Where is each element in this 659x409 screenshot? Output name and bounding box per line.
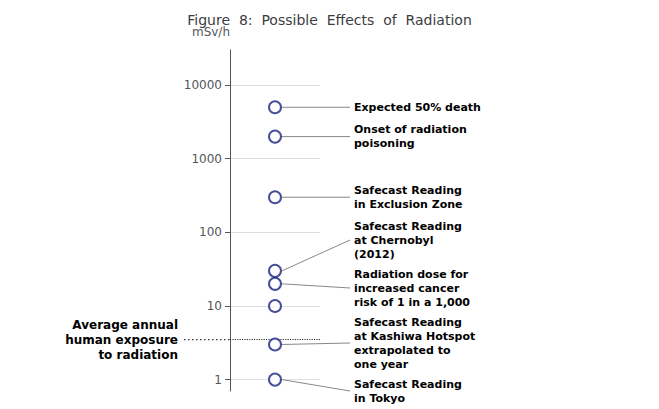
svg-text:mSv/h: mSv/h xyxy=(191,25,230,39)
svg-text:10000: 10000 xyxy=(184,78,222,92)
svg-text:risk of 1 in a 1,000: risk of 1 in a 1,000 xyxy=(354,296,470,309)
svg-text:at Kashiwa Hotspot: at Kashiwa Hotspot xyxy=(354,330,475,343)
svg-text:human exposure: human exposure xyxy=(65,333,178,347)
svg-text:Radiation dose for: Radiation dose for xyxy=(354,268,469,281)
svg-text:Safecast Reading: Safecast Reading xyxy=(354,316,462,329)
svg-text:1000: 1000 xyxy=(191,152,222,166)
svg-text:at Chernobyl: at Chernobyl xyxy=(354,234,434,247)
svg-text:extrapolated to: extrapolated to xyxy=(354,344,451,357)
svg-text:Safecast Reading: Safecast Reading xyxy=(354,184,462,197)
svg-text:Safecast Reading: Safecast Reading xyxy=(354,378,462,391)
svg-text:increased cancer: increased cancer xyxy=(354,282,460,295)
svg-text:100: 100 xyxy=(199,225,222,239)
svg-text:1: 1 xyxy=(214,373,222,387)
svg-text:Safecast Reading: Safecast Reading xyxy=(354,220,462,233)
svg-text:10: 10 xyxy=(207,299,222,313)
svg-text:Figure 8: Possible Effects: Figure 8: Possible Effects of Radiation xyxy=(187,12,472,28)
svg-text:Expected 50% death: Expected 50% death xyxy=(354,101,481,114)
svg-text:one year: one year xyxy=(354,358,409,371)
svg-text:Average annual: Average annual xyxy=(72,318,178,332)
svg-text:Onset of radiation: Onset of radiation xyxy=(354,123,467,136)
svg-text:to radiation: to radiation xyxy=(98,348,178,362)
svg-text:(2012): (2012) xyxy=(354,248,395,261)
svg-text:in Tokyo: in Tokyo xyxy=(354,392,406,405)
svg-text:in Exclusion Zone: in Exclusion Zone xyxy=(354,198,463,211)
svg-text:poisoning: poisoning xyxy=(354,137,415,150)
